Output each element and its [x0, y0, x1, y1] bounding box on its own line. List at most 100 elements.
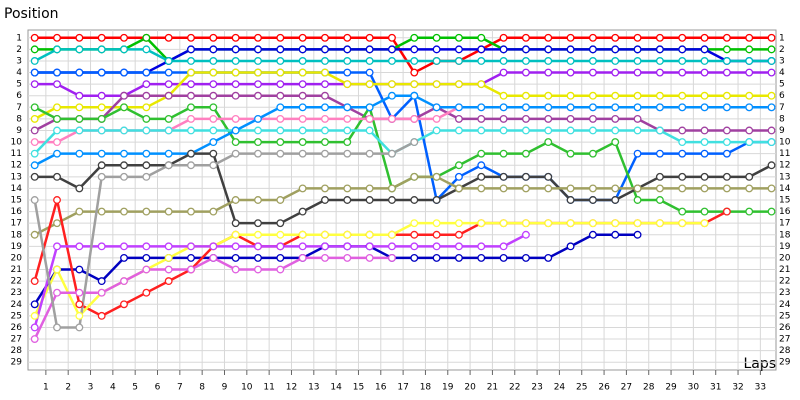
lap-marker	[276, 80, 285, 89]
lap-marker	[365, 196, 374, 204]
y-tick-label-right: 6	[779, 91, 785, 101]
lap-marker	[97, 114, 106, 123]
lap-marker	[298, 33, 307, 42]
lap-marker	[321, 184, 329, 193]
x-tick-label: 6	[155, 383, 161, 393]
lap-marker	[75, 288, 84, 297]
lap-marker	[187, 45, 195, 54]
lap-marker	[209, 138, 218, 147]
lap-marker	[75, 103, 84, 112]
x-tick-label: 33	[755, 383, 766, 393]
lap-marker	[30, 161, 39, 170]
lap-marker	[321, 45, 329, 54]
lap-marker	[142, 126, 151, 135]
lap-marker	[499, 149, 508, 158]
lap-marker	[231, 57, 240, 65]
y-tick-label-right: 16	[779, 207, 791, 217]
lap-marker	[588, 103, 597, 112]
lap-marker	[521, 68, 530, 77]
lap-marker	[142, 242, 151, 251]
y-tick-label-right: 19	[779, 242, 791, 252]
y-tick-label: 17	[11, 219, 22, 229]
lap-marker	[499, 172, 508, 181]
lap-marker	[321, 230, 329, 239]
lap-marker	[767, 103, 776, 112]
lap-marker	[566, 184, 575, 193]
lap-marker	[365, 103, 374, 112]
lap-marker	[611, 103, 620, 112]
lap-marker	[142, 265, 151, 274]
lap-marker	[388, 80, 396, 89]
lap-marker	[521, 219, 530, 228]
lap-marker	[276, 149, 285, 158]
lap-marker	[120, 33, 128, 42]
lap-marker	[521, 57, 530, 65]
y-tick-label-right: 12	[779, 161, 790, 171]
lap-marker	[432, 172, 441, 181]
series-line	[34, 94, 772, 167]
lap-marker	[611, 138, 620, 147]
lap-marker	[499, 57, 508, 65]
lap-marker	[120, 207, 128, 216]
lap-marker	[254, 242, 262, 251]
lap-marker	[97, 277, 106, 286]
lap-marker	[298, 103, 307, 112]
lap-marker	[321, 91, 329, 100]
lap-marker	[655, 149, 664, 158]
lap-marker	[477, 242, 486, 251]
lap-marker	[499, 184, 508, 193]
lap-marker	[97, 242, 106, 251]
lap-marker	[700, 149, 709, 158]
x-tick-label: 25	[576, 383, 587, 393]
lap-marker	[566, 242, 575, 251]
lap-marker	[477, 219, 486, 228]
lap-marker	[678, 45, 687, 54]
lap-marker	[454, 219, 463, 228]
lap-marker	[142, 253, 151, 262]
x-tick-label: 12	[286, 383, 297, 393]
y-tick-label-right: 10	[779, 138, 791, 148]
lap-marker	[499, 103, 508, 112]
lap-marker	[365, 126, 374, 135]
lap-marker	[454, 184, 463, 193]
lap-marker	[678, 68, 687, 77]
lap-marker	[678, 172, 687, 181]
lap-marker	[120, 103, 128, 112]
y-tick-label-right: 15	[779, 196, 790, 206]
lap-marker	[767, 161, 776, 170]
lap-marker	[343, 138, 352, 147]
lap-marker	[120, 45, 128, 54]
lap-marker	[499, 242, 508, 251]
lap-marker	[700, 138, 709, 147]
lap-marker	[142, 207, 151, 216]
lap-marker	[454, 253, 463, 262]
lap-marker	[499, 91, 508, 100]
lap-marker	[298, 149, 307, 158]
lap-marker	[767, 68, 776, 77]
lap-marker	[588, 230, 597, 239]
lap-marker	[521, 114, 530, 123]
lap-marker	[75, 265, 84, 274]
lap-marker	[633, 196, 642, 204]
lap-marker	[678, 126, 687, 135]
lap-marker	[30, 45, 39, 54]
lap-marker	[53, 288, 61, 297]
y-tick-label-right: 7	[779, 103, 785, 113]
lap-marker	[365, 242, 374, 251]
x-tick-label: 1	[43, 383, 49, 393]
lap-marker	[321, 196, 329, 204]
lap-marker	[544, 68, 553, 77]
lap-marker	[655, 172, 664, 181]
lap-marker	[97, 161, 106, 170]
lap-marker	[410, 114, 419, 123]
lap-marker	[521, 253, 530, 262]
lap-marker	[120, 253, 128, 262]
lap-marker	[410, 196, 419, 204]
lap-marker	[544, 172, 553, 181]
lap-marker	[700, 57, 709, 65]
lap-marker	[75, 68, 84, 77]
lap-marker	[53, 103, 61, 112]
lap-marker	[611, 45, 620, 54]
lap-marker	[343, 184, 352, 193]
lap-marker	[276, 196, 285, 204]
